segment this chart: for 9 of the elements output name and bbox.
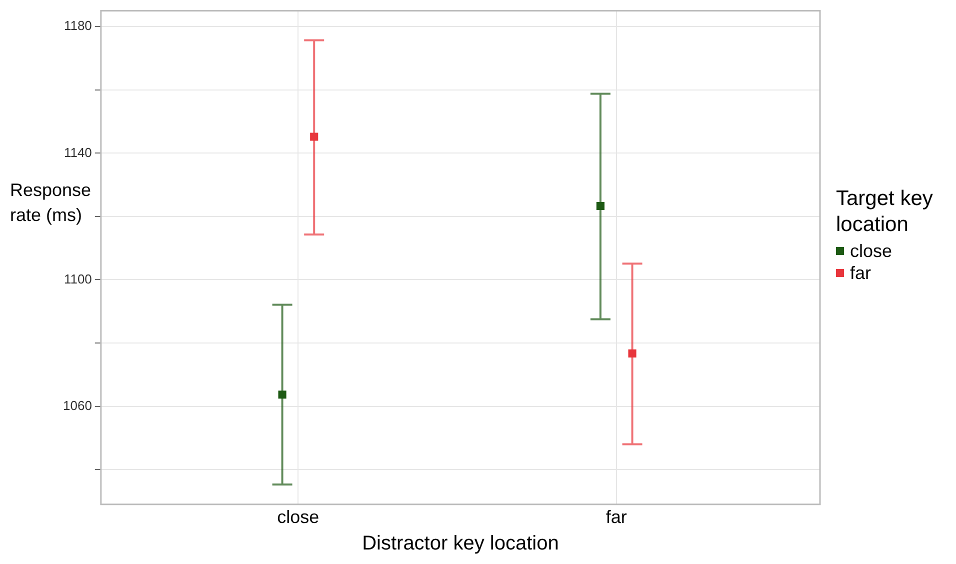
legend-label: close bbox=[850, 240, 892, 262]
legend-label: far bbox=[850, 262, 872, 284]
x-axis-title: Distractor key location bbox=[362, 532, 559, 555]
legend-title: Target key location bbox=[836, 186, 934, 238]
y-tick-label: 1180 bbox=[64, 18, 92, 34]
y-tick-label: 1140 bbox=[64, 144, 92, 160]
y-tick-label: 1060 bbox=[63, 398, 92, 413]
y-axis-title: Response rate (ms) bbox=[10, 179, 92, 227]
y-tick-label: 1100 bbox=[64, 271, 92, 286]
